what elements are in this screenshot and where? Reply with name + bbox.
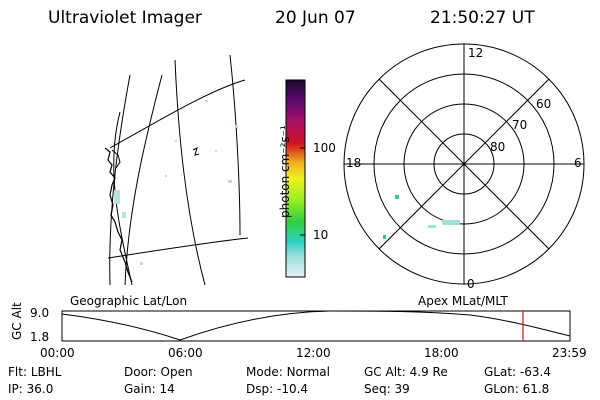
time-tick: 12:00 bbox=[296, 346, 331, 360]
polar-axis-diagonal bbox=[378, 78, 550, 250]
mlt-label-noon: 12 bbox=[468, 46, 484, 60]
status-value: 14 bbox=[159, 382, 175, 396]
latitude-line bbox=[107, 237, 249, 259]
status-label: IP: bbox=[8, 382, 23, 396]
observation-date: 20 Jun 07 bbox=[275, 8, 356, 28]
geographic-map bbox=[104, 54, 249, 286]
status-value: 4.9 Re bbox=[409, 365, 448, 379]
altitude-tick-min: 1.8 bbox=[30, 330, 50, 344]
polar-plot bbox=[343, 43, 585, 285]
status-seq: Seq: 39 bbox=[364, 382, 410, 396]
status-mode: Mode: Normal bbox=[246, 365, 330, 379]
status-value: 61.8 bbox=[522, 382, 550, 396]
status-label: Gain: bbox=[124, 382, 156, 396]
meridian-line bbox=[124, 74, 163, 286]
altitude-strip bbox=[61, 310, 571, 342]
mlt-label-dusk: 18 bbox=[346, 156, 362, 170]
aurora-emission bbox=[114, 100, 238, 265]
coastline bbox=[192, 147, 200, 156]
apex-caption: Apex MLat/MLT bbox=[418, 294, 508, 308]
status-value: 36.0 bbox=[26, 382, 54, 396]
status-label: GLon: bbox=[484, 382, 519, 396]
status-label: Mode: bbox=[246, 365, 283, 379]
time-tick: 06:00 bbox=[168, 346, 203, 360]
mlt-label-dawn: 6 bbox=[574, 156, 582, 170]
mlat-label-60: 60 bbox=[536, 97, 552, 111]
status-dsp: Dsp: -10.4 bbox=[246, 382, 308, 396]
status-flt: Flt: LBHL bbox=[8, 365, 61, 379]
status-door: Door: Open bbox=[124, 365, 193, 379]
coastline bbox=[104, 147, 133, 283]
meridian-line bbox=[174, 59, 206, 286]
status-value: LBHL bbox=[30, 365, 62, 379]
status-label: Seq: bbox=[364, 382, 391, 396]
status-glat: GLat: -63.4 bbox=[484, 365, 551, 379]
mlat-label-70: 70 bbox=[512, 118, 528, 132]
status-label: GLat: bbox=[484, 365, 517, 379]
status-label: Door: bbox=[124, 365, 157, 379]
latitude-line bbox=[109, 79, 246, 149]
instrument-title: Ultraviolet Imager bbox=[48, 8, 202, 28]
altitude-curve bbox=[61, 310, 571, 341]
status-gc-alt: GC Alt: 4.9 Re bbox=[364, 365, 448, 379]
time-tick: 00:00 bbox=[40, 346, 75, 360]
status-label: GC Alt: bbox=[364, 365, 406, 379]
coastline bbox=[111, 149, 121, 169]
colorbar-tick-label: 10 bbox=[313, 228, 329, 242]
time-tick: 18:00 bbox=[424, 346, 459, 360]
status-value: -63.4 bbox=[519, 365, 551, 379]
geographic-caption: Geographic Lat/Lon bbox=[70, 294, 188, 308]
altitude-tick-max: 9.0 bbox=[30, 306, 50, 320]
colorbar bbox=[285, 79, 306, 278]
colorbar-tick-label: 100 bbox=[313, 141, 336, 155]
status-value: Open bbox=[160, 365, 193, 379]
status-glon: GLon: 61.8 bbox=[484, 382, 549, 396]
status-label: Dsp: bbox=[246, 382, 274, 396]
observation-time: 21:50:27 UT bbox=[430, 8, 535, 28]
colorbar-unit-label: photon cm⁻²s⁻¹ bbox=[278, 125, 292, 218]
mlat-label-80: 80 bbox=[490, 140, 506, 154]
polar-emission bbox=[383, 195, 460, 239]
mlt-label-midnight: 0 bbox=[467, 277, 475, 291]
altitude-axis-label: GC Alt bbox=[10, 302, 24, 340]
status-label: Flt: bbox=[8, 365, 27, 379]
status-gain: Gain: 14 bbox=[124, 382, 175, 396]
time-tick: 23:59 bbox=[552, 346, 587, 360]
status-value: -10.4 bbox=[276, 382, 309, 396]
meridian-line bbox=[229, 54, 241, 236]
status-value: 39 bbox=[394, 382, 410, 396]
status-value: Normal bbox=[286, 365, 330, 379]
status-ip: IP: 36.0 bbox=[8, 382, 53, 396]
